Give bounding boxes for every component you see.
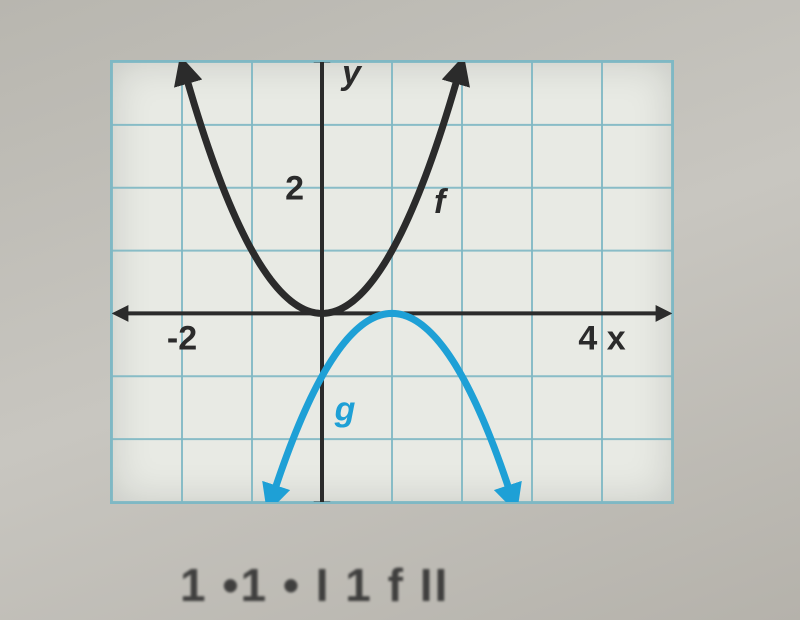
svg-text:2: 2 [285, 170, 304, 208]
svg-text:y: y [340, 62, 363, 92]
svg-text:-2: -2 [167, 319, 197, 357]
svg-text:g: g [334, 390, 356, 428]
svg-text:4 x: 4 x [578, 319, 625, 357]
page-background: -24 x2yfg 1 •1 • I 1 f II [0, 0, 800, 620]
cropped-footer-text: 1 •1 • I 1 f II [180, 558, 449, 612]
chart-container: -24 x2yfg [110, 60, 674, 504]
coordinate-plane: -24 x2yfg [112, 62, 672, 502]
